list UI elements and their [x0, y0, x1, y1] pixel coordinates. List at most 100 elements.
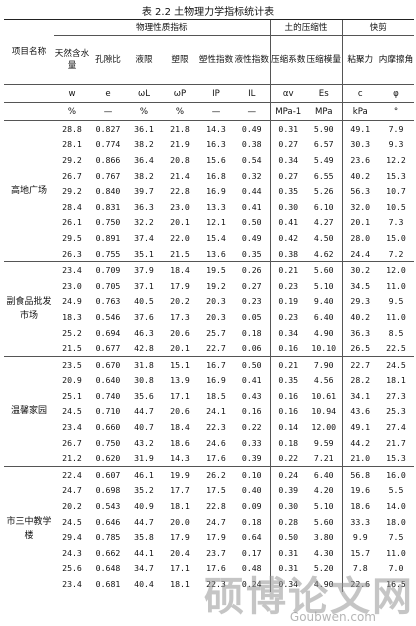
- data-cell: 0.50: [234, 355, 270, 373]
- data-cell: 13.3: [206, 201, 226, 212]
- data-cell: 26.7: [62, 170, 82, 181]
- data-cell: 0.05: [241, 311, 262, 322]
- data-cell: 22.7: [341, 355, 378, 373]
- data-cell: 26.5: [341, 340, 378, 357]
- data-cell: 0.09: [241, 501, 262, 512]
- data-cell: 40.7: [134, 422, 154, 433]
- data-cell: 29.3: [341, 293, 378, 310]
- data-cell: 0.50: [269, 529, 306, 546]
- data-cell: 16.9: [206, 375, 226, 386]
- data-cell: 0.39: [269, 482, 306, 499]
- data-cell: 0.16: [269, 340, 306, 357]
- data-cell: 44.1: [134, 547, 154, 558]
- data-cell: 37.6: [134, 311, 154, 322]
- data-cell: 22.8: [206, 501, 226, 512]
- data-cell: 29.2: [62, 186, 82, 197]
- data-cell: 12.1: [206, 217, 226, 228]
- data-cell: 4.90: [313, 579, 334, 590]
- data-cell: 32.2: [134, 217, 154, 228]
- data-cell: 20.9: [62, 375, 82, 386]
- table-row: 25.2 0.694 46.3 20.6 25.7 0.18 0.34 4.90 36.3 8.5: [4, 324, 414, 341]
- data-cell: 24.5: [62, 406, 82, 417]
- table-row: 副食品批发市场 23.4 0.709 37.9 18.4 19.5 0.26 0.21 5.60…: [4, 261, 414, 357]
- data-cell: 0.49: [234, 119, 270, 137]
- col-header: 粘聚力: [341, 35, 378, 85]
- data-cell: 0.42: [269, 230, 306, 246]
- data-cell: 21.5: [170, 248, 190, 259]
- data-cell: 7.9: [378, 119, 414, 137]
- data-cell: 21.5: [62, 343, 82, 354]
- soil-properties-table: 项目名称 物理性质指标 土的压缩性 快剪 天然含水量 孔隙比 液限 塑限 塑性指…: [4, 19, 414, 592]
- data-cell: 36.3: [341, 324, 378, 341]
- data-cell: 4.90: [313, 327, 334, 338]
- col-header: 压缩模量: [306, 55, 341, 65]
- data-cell: 42.8: [134, 343, 154, 354]
- data-cell: 7.3: [388, 217, 404, 228]
- watermark-logo: 硕博论文网: [204, 574, 414, 620]
- data-cell: 21.4: [170, 170, 190, 181]
- data-cell: 15.3: [386, 453, 406, 464]
- data-cell: 0.50: [241, 217, 262, 228]
- table-row: 24.9 0.763 40.5 20.2 20.3 0.23 0.19 9.40 29.3 9.5: [4, 293, 414, 310]
- data-cell: 6.40: [306, 466, 342, 483]
- data-cell: 28.8: [54, 119, 90, 137]
- data-cell: 24.3: [62, 547, 82, 558]
- data-cell: 14.0: [386, 501, 406, 512]
- data-cell: 26.2: [198, 466, 234, 483]
- data-cell: 25.2: [62, 327, 82, 338]
- data-cell: 16.5: [386, 579, 406, 590]
- data-cell: 56.3: [341, 183, 378, 199]
- unit-cell: MPa: [306, 102, 342, 121]
- data-cell: 0.891: [95, 232, 121, 243]
- data-cell: 0.648: [95, 563, 121, 574]
- data-cell: 40.5: [134, 296, 154, 307]
- data-cell: 0.23: [269, 277, 306, 294]
- table-row: 20.2 0.543 40.9 18.1 22.8 0.09 0.30 5.10 18.6 14.…: [4, 498, 414, 514]
- data-cell: 4.50: [313, 232, 334, 243]
- table-row: 26.7 0.767 38.2 21.4 16.8 0.32 0.27 6.55 40.2 15.…: [4, 167, 414, 184]
- data-cell: 18.1: [170, 579, 190, 590]
- data-cell: 5.10: [313, 280, 334, 291]
- data-cell: 22.6: [341, 576, 378, 592]
- data-cell: 0.32: [241, 170, 262, 181]
- data-cell: 46.3: [134, 327, 154, 338]
- data-cell: 6.57: [313, 139, 334, 150]
- data-cell: 6.10: [313, 201, 334, 212]
- data-cell: 0.750: [95, 437, 121, 448]
- data-cell: 28.2: [341, 372, 378, 389]
- data-cell: 20.1: [170, 343, 190, 354]
- data-cell: 11.0: [386, 547, 406, 558]
- data-cell: 0.24: [241, 579, 262, 590]
- data-cell: 31.9: [134, 453, 154, 464]
- data-cell: 22.3: [206, 579, 226, 590]
- data-cell: 0.30: [269, 498, 306, 514]
- data-cell: 0.64: [241, 532, 262, 543]
- unit-cell: %: [162, 102, 198, 121]
- data-cell: 26.7: [62, 437, 82, 448]
- data-cell: 43.2: [134, 437, 154, 448]
- data-cell: 49.1: [341, 119, 378, 137]
- data-cell: 18.1: [170, 501, 190, 512]
- data-cell: 0.10: [234, 466, 270, 483]
- symbol-cell: IP: [198, 84, 234, 103]
- data-cell: 18.6: [170, 437, 190, 448]
- table-caption: 表 2.2 土物理力学指标统计表: [141, 7, 275, 18]
- data-cell: 0.31: [269, 560, 306, 577]
- data-cell: 24.6: [206, 437, 226, 448]
- data-cell: 20.8: [170, 154, 190, 165]
- data-cell: 16.8: [206, 170, 226, 181]
- data-cell: 22.3: [206, 422, 226, 433]
- data-cell: 15.3: [386, 170, 406, 181]
- compress-group-header: 土的压缩性: [269, 19, 342, 36]
- data-cell: 0.660: [95, 422, 121, 433]
- data-cell: 6.40: [313, 311, 334, 322]
- data-cell: 5.26: [313, 186, 334, 197]
- col-header: 天然含水量: [54, 49, 90, 71]
- data-cell: 4.56: [313, 375, 334, 386]
- data-cell: 0.681: [95, 579, 121, 590]
- data-cell: 0.35: [269, 183, 306, 199]
- table-row: 高地广场 28.8 0.827 36.1 21.8 14.3 0.49 0.31 5.90 49.…: [4, 119, 414, 262]
- unit-cell: —: [198, 102, 234, 121]
- data-cell: 6.55: [313, 170, 334, 181]
- table-row: 24.5 0.646 44.7 20.0 24.7 0.18 0.28 5.60 33.3 18.…: [4, 513, 414, 530]
